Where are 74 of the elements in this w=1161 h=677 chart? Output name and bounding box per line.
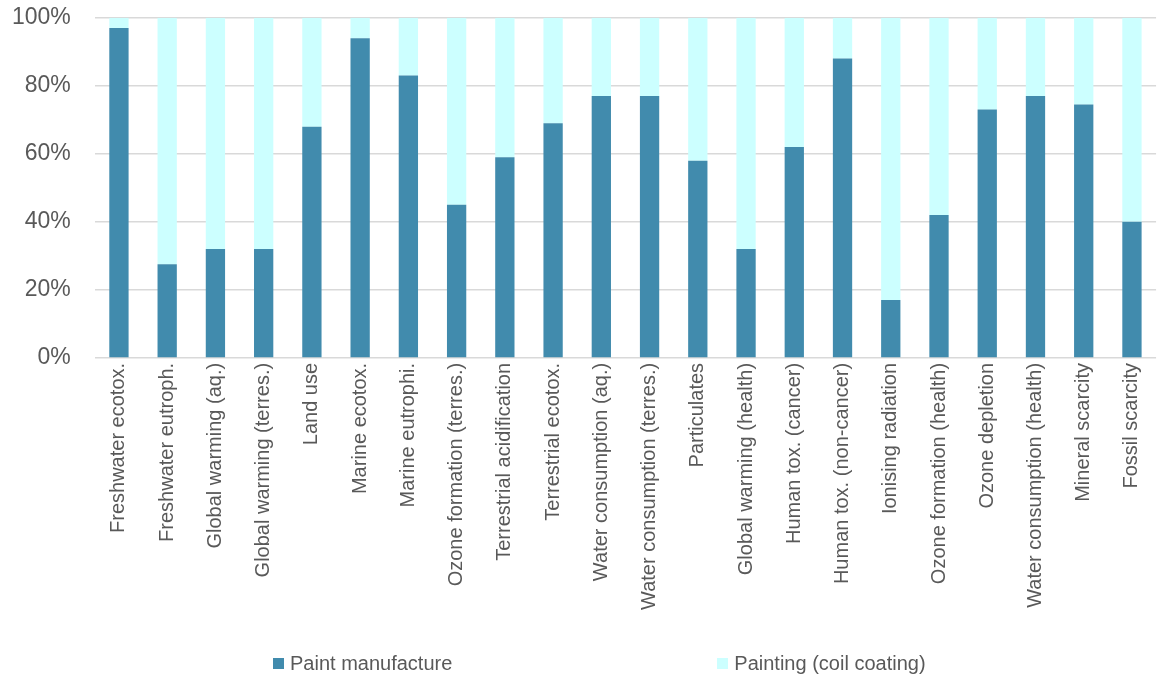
x-tick-label: Ionising radiation [878,362,901,515]
bar [591,96,611,358]
bar [832,17,853,59]
bar [543,17,563,124]
bar [881,17,901,301]
bar [688,17,708,161]
bar [350,38,370,358]
x-tick-label: Freshwater ecotox. [106,362,129,533]
bar [205,249,226,358]
x-tick-label: Water consumption (aq.) [588,362,611,582]
bar [784,17,804,148]
x-tick-label: Ozone formation (health) [926,362,949,585]
x-tick-label: Water consumption (terres.) [637,362,660,610]
bar [109,17,129,28]
x-tick-label: Land use [299,362,322,446]
bar [302,126,322,358]
bar [350,17,370,39]
y-tick-label: 0% [37,343,71,370]
bar [929,17,949,216]
bar [688,160,708,358]
bar [784,147,804,358]
bar [109,28,129,358]
bar [495,157,515,358]
bar [302,17,322,127]
x-tick-label: Fossil scarcity [1119,362,1142,489]
x-tick-label: Marine ecotox. [347,362,370,495]
bar [254,17,274,250]
bar [398,17,419,76]
bar [591,17,611,97]
bar [254,249,274,358]
legend-label: Paint manufacture [290,651,453,675]
bar [977,17,997,110]
legend-label: Painting (coil coating) [734,651,926,675]
bar [157,264,177,358]
x-tick-label: Freshwater eutroph. [154,362,177,542]
bar [543,123,563,358]
x-tick-label: Human tox. (non-cancer) [830,362,853,585]
bar [832,58,853,358]
x-tick-label: Human tox. (cancer) [781,362,804,545]
bar [881,300,901,358]
bar [157,17,177,265]
bar [205,17,226,250]
bar [446,17,467,205]
bar [736,17,756,250]
y-tick-label: 100% [12,3,71,30]
x-tick-label: Terrestrial ecotox. [540,362,563,521]
bar [1122,17,1142,222]
x-tick-label: Global warming (terres.) [251,362,274,578]
x-tick-label: Ozone depletion [974,362,997,509]
bar [495,17,515,158]
bar [1074,104,1094,358]
x-tick-label: Global warming (health) [733,362,756,576]
bar [736,249,756,358]
bar [1025,17,1046,97]
x-tick-label: Global warming (aq.) [202,362,225,549]
bar [446,204,467,358]
y-tick-label: 80% [24,71,71,98]
bar [929,215,949,358]
x-tick-label: Particulates [685,362,708,468]
y-tick-label: 20% [24,275,71,302]
bar [639,17,660,97]
x-tick-label: Marine eutrophi. [395,362,418,508]
y-tick-label: 40% [24,207,71,234]
x-tick-label: Ozone formation (terres.) [444,362,467,587]
x-tick-label: Mineral scarcity [1071,362,1094,502]
bar [1025,96,1046,358]
x-tick-label: Water consumption (health) [1022,362,1045,608]
bar [398,75,419,358]
bar [1074,17,1094,105]
x-tick-label: Terrestrial acidification [492,362,515,561]
bar [1122,221,1142,358]
y-tick-label: 60% [24,139,71,166]
bar [639,96,660,358]
bar [977,109,997,358]
